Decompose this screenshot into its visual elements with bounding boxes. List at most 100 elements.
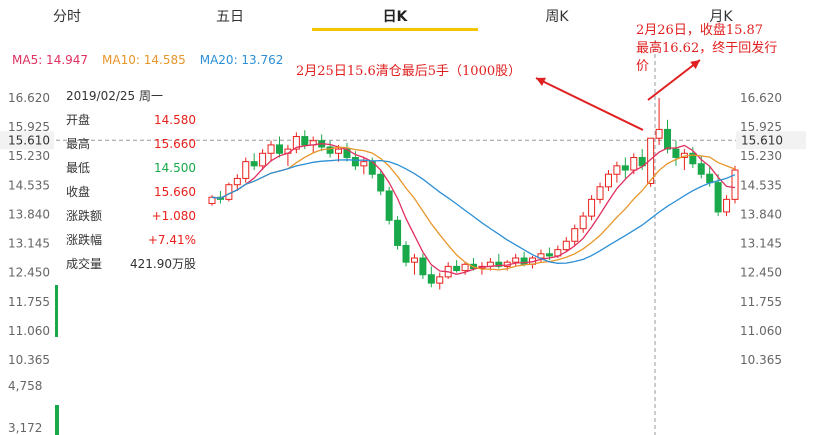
info-label: 收盘 (66, 185, 91, 199)
price-tick-right: 14.535 (740, 178, 782, 192)
info-label: 成交量 (66, 257, 103, 271)
info-value: 15.660 (154, 137, 196, 151)
info-label: 涨跌额 (66, 209, 103, 223)
tab-1[interactable]: 五日 (216, 9, 244, 25)
candle-body (410, 257, 418, 263)
candle-body (495, 261, 503, 267)
ma-label-2: MA20: 13.762 (199, 53, 284, 67)
volume-bar (55, 285, 58, 337)
price-tick-left: 13.840 (8, 207, 50, 221)
candle-body (250, 161, 258, 167)
price-tick-right: 15.925 (740, 120, 782, 134)
crosshair-price-right: 15.610 (741, 133, 783, 147)
info-row: 最高 15.660 (60, 132, 200, 156)
candle-body (664, 128, 672, 150)
price-tick-right: 15.230 (740, 149, 782, 163)
tab-0[interactable]: 分时 (53, 9, 81, 25)
active-tab-indicator (312, 28, 478, 31)
crosshair-price-box-right (736, 131, 806, 150)
price-tick-left: 10.365 (8, 353, 50, 367)
period-tabs: 分时 五日 日K 周K 月K (0, 0, 820, 32)
price-tick-right: 16.620 (740, 91, 782, 105)
candle-info-panel: 2019/02/25 周一 开盘 14.580 最高 15.660 最低 14.500 收盘… (60, 84, 200, 276)
candle-body (225, 184, 233, 200)
candle-body (394, 219, 402, 246)
candle-body (731, 169, 739, 200)
candle-body (672, 148, 680, 158)
candle-body (562, 240, 570, 251)
candle-body (613, 165, 621, 175)
candle-body (275, 144, 283, 154)
annotation-left: 2月25日15.6清仓最后5手（1000股） (296, 64, 522, 79)
price-tick-left: 11.755 (8, 295, 50, 309)
candle-body (630, 156, 638, 171)
candle-body (436, 276, 444, 284)
info-row: 涨跌幅 +7.41% (60, 228, 200, 252)
candle-body (360, 161, 368, 167)
info-row: 成交量 421.90万股 (60, 252, 200, 276)
info-row: 收盘 15.660 (60, 180, 200, 204)
tab-2[interactable]: 日K (382, 9, 408, 25)
info-row: 涨跌额 +1.080 (60, 204, 200, 228)
ma10-line (211, 146, 736, 271)
crosshair-price-left: 15.610 (8, 133, 50, 147)
candle-body (588, 198, 596, 217)
info-date: 2019/02/25 周一 (66, 89, 163, 103)
annotation-right: 2月26日，收盘15.87 最高16.62，终于回发行 价 (636, 22, 777, 76)
candle-body (571, 228, 579, 242)
candle-body (655, 128, 663, 139)
candle-body (579, 215, 587, 230)
candle-body (208, 196, 216, 205)
info-label: 涨跌幅 (66, 233, 103, 247)
info-value: 14.580 (154, 113, 196, 127)
tab-3[interactable]: 周K (545, 9, 569, 25)
annotation-left-arrow-head (536, 77, 546, 86)
ma-label-0: MA5: 14.947 (12, 53, 89, 67)
price-tick-right: 11.755 (740, 295, 782, 309)
candle-body (596, 186, 604, 200)
volume-tick: 4,758 (8, 379, 42, 393)
moving-average-legend: MA5: 14.947 MA10: 14.585 MA20: 13.762 (12, 53, 297, 67)
tab-4[interactable]: 月K (709, 9, 733, 25)
price-tick-left: 16.620 (8, 91, 50, 105)
candle-body (453, 265, 461, 272)
annotation-right-line: 2月26日，收盘15.87 (636, 23, 764, 38)
annotation-left-arrow (535, 77, 644, 131)
info-label: 最低 (66, 161, 91, 175)
annotation-right-arrow (647, 59, 701, 101)
candle-body (335, 148, 343, 154)
candle-body (377, 173, 385, 192)
ma20-line (211, 159, 736, 264)
price-tick-right: 13.840 (740, 207, 782, 221)
price-tick-left: 12.450 (8, 266, 50, 280)
price-tick-left: 15.925 (8, 120, 50, 134)
candle-body (326, 146, 334, 154)
info-row: 开盘 14.580 (60, 108, 200, 132)
price-tick-right: 11.060 (740, 324, 782, 338)
info-value: +7.41% (147, 233, 196, 247)
info-row: 最低 14.500 (60, 156, 200, 180)
candle-body (267, 144, 275, 154)
candle-body (402, 244, 410, 263)
crosshair-price-box-left (0, 131, 54, 150)
price-tick-left: 11.060 (8, 324, 50, 338)
info-value: 14.500 (154, 161, 196, 175)
candle-body (689, 152, 697, 165)
candle-body (545, 253, 553, 257)
annotation-right-line: 最高16.62，终于回发行 (636, 41, 778, 56)
candle-body (604, 173, 612, 188)
candle-body (242, 161, 250, 179)
price-tick-right: 12.450 (740, 266, 782, 280)
info-value: +1.080 (151, 209, 196, 223)
price-tick-right: 13.145 (740, 237, 782, 251)
volume-bar (55, 405, 59, 435)
candle-body (706, 173, 714, 184)
candle-body (512, 257, 520, 263)
price-tick-left: 14.535 (8, 178, 50, 192)
candle-body (351, 156, 359, 167)
info-value: 15.660 (154, 185, 196, 199)
info-label: 开盘 (66, 113, 91, 127)
info-value: 421.90万股 (130, 257, 196, 271)
candle-body (714, 182, 722, 213)
